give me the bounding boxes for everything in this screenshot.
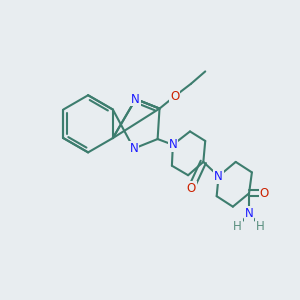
Text: N: N	[214, 170, 223, 183]
Text: H: H	[233, 220, 242, 233]
Text: N: N	[169, 138, 177, 151]
Text: N: N	[131, 92, 140, 106]
Text: N: N	[129, 142, 138, 155]
Text: O: O	[260, 187, 269, 200]
Text: O: O	[186, 182, 196, 195]
Text: O: O	[170, 90, 179, 103]
Text: N: N	[245, 207, 254, 220]
Text: H: H	[256, 220, 265, 233]
